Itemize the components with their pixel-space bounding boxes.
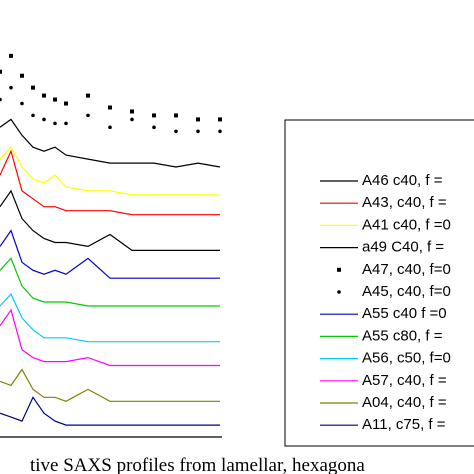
point	[174, 129, 178, 134]
series-line	[0, 189, 220, 251]
series-line	[0, 149, 220, 216]
series-line	[0, 118, 221, 168]
point	[130, 109, 134, 114]
point	[218, 117, 222, 122]
point	[31, 113, 35, 118]
series-line	[0, 368, 220, 402]
caption: tive SAXS profiles from lamellar, hexago…	[30, 455, 365, 474]
legend-box	[284, 119, 474, 447]
series-line	[0, 293, 220, 343]
series-line	[0, 229, 220, 279]
point	[64, 101, 68, 106]
point	[108, 105, 112, 110]
series-line	[0, 257, 220, 307]
point	[9, 85, 13, 90]
point	[53, 121, 57, 126]
point	[218, 129, 222, 134]
legend-symbol	[337, 290, 341, 294]
point	[9, 53, 13, 58]
point	[196, 117, 200, 122]
legend-label: A55 c40 f =0	[362, 305, 447, 322]
point	[174, 113, 178, 118]
legend-label: A43, c40, f =	[362, 194, 447, 211]
point	[20, 101, 24, 106]
legend-label: A45, c40, f=0	[362, 283, 451, 300]
point	[196, 129, 200, 134]
point	[86, 113, 90, 118]
legend-symbol	[337, 267, 341, 272]
legend-label: a49 C40, f =	[362, 239, 444, 256]
point	[0, 69, 2, 74]
point	[31, 85, 35, 90]
point	[108, 125, 112, 130]
legend-label: A46 c40, f =	[362, 172, 443, 189]
point	[130, 117, 134, 122]
series-line	[0, 146, 220, 196]
legend-label: A04, c40, f =	[362, 394, 447, 411]
point	[64, 121, 68, 126]
point	[152, 125, 156, 130]
legend-label: A55 c80, f =	[362, 327, 443, 344]
legend-label: A57, c40, f =	[362, 372, 447, 389]
legend-label: A41 c40, f =0	[362, 216, 451, 233]
series-line	[0, 308, 220, 367]
legend-label: A56, c50, f=0	[362, 350, 451, 367]
point	[42, 117, 46, 122]
point	[86, 93, 90, 98]
point	[42, 93, 46, 98]
legend-label: A11, c75, f =	[362, 416, 446, 433]
legend-label: A47, c40, f=0	[362, 261, 451, 278]
series-line	[0, 396, 220, 426]
point	[152, 113, 156, 118]
point	[0, 97, 2, 102]
point	[53, 97, 57, 102]
point	[20, 73, 24, 78]
